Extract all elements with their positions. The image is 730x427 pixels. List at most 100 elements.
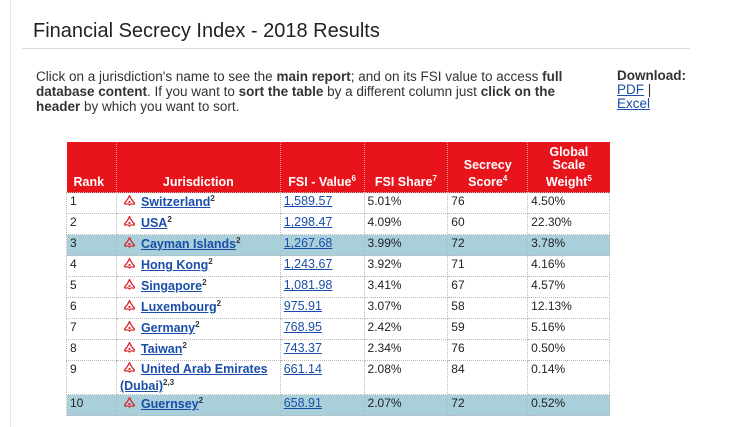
pdf-icon[interactable]	[123, 300, 135, 312]
table-header-row: Rank Jurisdiction FSI - Value6 FSI Share…	[66, 142, 610, 193]
header-jurisdiction[interactable]: Jurisdiction	[115, 142, 281, 193]
fsi-value-link[interactable]: 1,298.47	[283, 215, 333, 230]
header-fsi-value[interactable]: FSI - Value6	[279, 142, 365, 193]
cell-rank: 6	[66, 297, 117, 320]
fsi-value-link[interactable]: 1,589.57	[283, 194, 333, 209]
pdf-icon[interactable]	[123, 195, 135, 207]
cell-rank: 1	[66, 192, 117, 215]
footnote-marker: 2	[236, 236, 241, 246]
cell-global-scale-weight: 0.50%	[527, 339, 610, 362]
footnote-marker: 2	[195, 320, 200, 330]
header-fsi-share[interactable]: FSI Share7	[363, 142, 448, 193]
cell-rank: 2	[66, 213, 117, 236]
cell-global-scale-weight: 0.52%	[527, 394, 610, 417]
cell-fsi-share: 4.09%	[363, 213, 449, 236]
jurisdiction-link[interactable]: Taiwan	[140, 342, 183, 357]
footnote-marker: 2	[208, 257, 213, 267]
cell-fsi-share: 3.41%	[363, 276, 449, 299]
fsi-value-link[interactable]: 1,267.68	[283, 236, 333, 251]
jurisdiction-link[interactable]: Cayman Islands	[140, 237, 237, 252]
cell-fsi-share: 2.34%	[363, 339, 449, 362]
cell-jurisdiction: Taiwan2	[115, 339, 281, 362]
cell-global-scale-weight: 4.50%	[527, 192, 610, 215]
cell-fsi-value: 1,298.47	[279, 213, 365, 236]
cell-secrecy-score: 60	[447, 213, 529, 236]
cell-global-scale-weight: 12.13%	[527, 297, 610, 320]
pdf-icon[interactable]	[123, 362, 135, 374]
cell-jurisdiction: USA2	[115, 213, 281, 236]
footnote-marker: 2	[210, 194, 215, 204]
table-row: 2 USA2 1,298.47 4.09% 60 22.30%	[66, 213, 610, 236]
cell-secrecy-score: 76	[447, 192, 529, 215]
table-row: 5 Singapore2 1,081.98 3.41% 67 4.57%	[66, 276, 610, 299]
cell-fsi-value: 661.14	[279, 360, 365, 396]
cell-rank: 3	[66, 234, 117, 257]
pdf-icon[interactable]	[123, 397, 135, 409]
jurisdiction-link[interactable]: USA	[140, 216, 168, 231]
fsi-value-link[interactable]: 768.95	[283, 320, 322, 335]
cell-fsi-value: 1,081.98	[279, 276, 365, 299]
fsi-value-link[interactable]: 1,243.67	[283, 257, 333, 272]
jurisdiction-link[interactable]: Germany	[140, 321, 196, 336]
cell-secrecy-score: 59	[447, 318, 529, 341]
table-row: 8 Taiwan2 743.37 2.34% 76 0.50%	[66, 339, 610, 362]
download-box: Download: PDF | Excel	[617, 69, 707, 111]
cell-global-scale-weight: 5.16%	[527, 318, 610, 341]
title-divider	[22, 48, 690, 49]
table-row: 9 United Arab Emirates (Dubai)2,3 661.14 2.…	[66, 360, 610, 396]
pdf-icon[interactable]	[123, 321, 135, 333]
cell-fsi-share: 3.99%	[363, 234, 449, 257]
jurisdiction-link[interactable]: Hong Kong	[140, 258, 209, 273]
fsi-value-link[interactable]: 743.37	[283, 341, 322, 356]
header-secrecy-score[interactable]: Secrecy Score4	[447, 142, 528, 193]
table-row: 10 Guernsey2 658.91 2.07% 72 0.52%	[66, 394, 610, 417]
cell-global-scale-weight: 4.16%	[527, 255, 610, 278]
fsi-value-link[interactable]: 1,081.98	[283, 278, 333, 293]
jurisdiction-link[interactable]: United Arab Emirates (Dubai)	[119, 362, 268, 394]
footnote-marker: 2	[216, 299, 222, 309]
download-pdf-link[interactable]: PDF	[617, 82, 644, 97]
jurisdiction-link[interactable]: Guernsey	[140, 397, 199, 412]
cell-fsi-share: 5.01%	[363, 192, 449, 215]
cell-secrecy-score: 72	[447, 394, 529, 417]
cell-secrecy-score: 67	[447, 276, 529, 299]
table-row: 4 Hong Kong2 1,243.67 3.92% 71 4.16%	[66, 255, 610, 278]
cell-rank: 9	[66, 360, 117, 396]
footnote-marker: 2	[198, 396, 204, 406]
cell-fsi-value: 1,267.68	[279, 234, 365, 257]
cell-fsi-value: 975.91	[279, 297, 365, 320]
footnote-marker: 2,3	[163, 378, 175, 388]
cell-rank: 4	[66, 255, 117, 278]
cell-fsi-value: 743.37	[279, 339, 365, 362]
fsi-value-link[interactable]: 975.91	[283, 299, 322, 314]
pdf-icon[interactable]	[123, 279, 135, 291]
cell-jurisdiction: Guernsey2	[115, 394, 281, 417]
pdf-icon[interactable]	[123, 216, 135, 228]
pdf-icon[interactable]	[123, 342, 135, 354]
pdf-icon[interactable]	[123, 258, 135, 270]
jurisdiction-link[interactable]: Switzerland	[140, 195, 211, 210]
cell-jurisdiction: Luxembourg2	[115, 297, 281, 320]
header-rank[interactable]: Rank	[66, 142, 117, 193]
fsi-results-table: Rank Jurisdiction FSI - Value6 FSI Share…	[66, 142, 610, 417]
cell-secrecy-score: 76	[447, 339, 529, 362]
download-label: Download:	[617, 68, 686, 83]
table-row: 6 Luxembourg2 975.91 3.07% 58 12.13%	[66, 297, 610, 320]
jurisdiction-link[interactable]: Luxembourg	[140, 300, 217, 315]
fsi-value-link[interactable]: 658.91	[283, 396, 322, 411]
download-excel-link[interactable]: Excel	[617, 96, 651, 111]
fsi-value-link[interactable]: 661.14	[283, 362, 322, 377]
cell-secrecy-score: 84	[447, 360, 529, 396]
footnote-marker: 2	[182, 341, 187, 351]
header-global-scale-weight[interactable]: Global Scale Weight5	[527, 142, 610, 193]
left-border	[10, 0, 11, 427]
jurisdiction-link[interactable]: Singapore	[140, 279, 203, 294]
cell-fsi-share: 2.07%	[363, 394, 449, 417]
cell-rank: 5	[66, 276, 117, 299]
cell-jurisdiction: Hong Kong2	[115, 255, 281, 278]
cell-rank: 10	[66, 394, 117, 417]
pdf-icon[interactable]	[123, 237, 135, 249]
cell-rank: 7	[66, 318, 117, 341]
cell-jurisdiction: Singapore2	[115, 276, 281, 299]
intro-text: Click on a jurisdiction's name to see th…	[36, 69, 563, 114]
